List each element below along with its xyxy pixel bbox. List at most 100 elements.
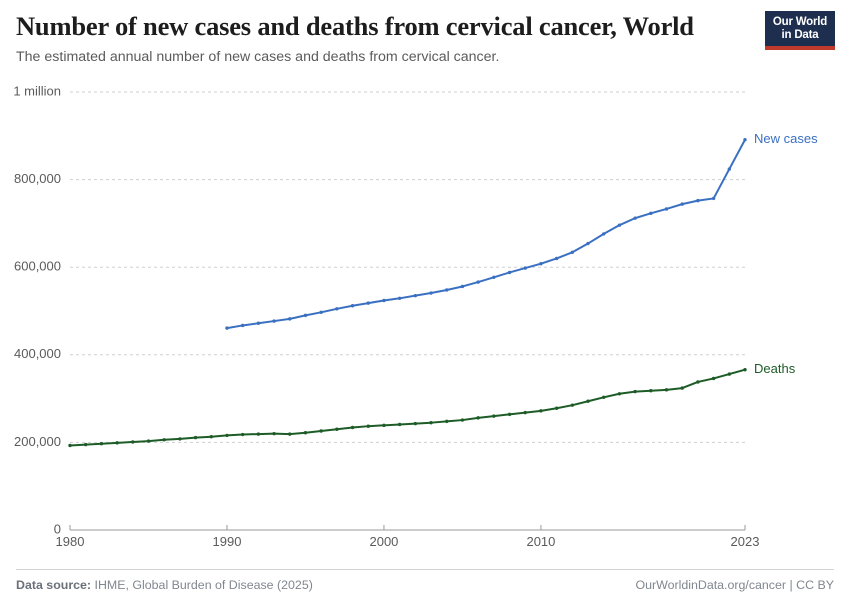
y-axis-tick-label: 600,000 [14,259,61,274]
data-point[interactable] [256,432,261,436]
data-point[interactable] [225,326,229,330]
data-point[interactable] [680,386,684,390]
data-point[interactable] [240,323,245,328]
data-point[interactable] [460,284,465,289]
x-axis-tick-label: 2000 [369,534,398,549]
data-point[interactable] [68,443,72,448]
data-point[interactable] [586,399,590,403]
data-point[interactable] [476,416,480,420]
data-point[interactable] [539,409,543,413]
page-title: Number of new cases and deaths from cerv… [16,11,694,41]
data-point[interactable] [429,420,433,425]
data-point[interactable] [162,438,166,442]
data-point[interactable] [366,424,370,428]
data-point[interactable] [193,435,198,440]
data-point[interactable] [178,437,182,441]
data-point[interactable] [272,431,276,436]
data-point[interactable] [617,392,622,396]
data-point[interactable] [649,211,653,216]
data-point[interactable] [680,202,684,206]
data-point[interactable] [272,319,276,323]
data-point[interactable] [413,421,418,426]
data-point[interactable] [602,232,606,236]
data-point[interactable] [335,307,339,311]
data-point[interactable] [523,410,527,415]
data-point[interactable] [570,250,575,255]
data-point[interactable] [476,280,480,284]
data-point[interactable] [429,291,433,295]
data-point[interactable] [664,207,669,211]
data-point[interactable] [288,432,292,436]
data-point[interactable] [633,389,637,394]
data-point[interactable] [507,412,512,417]
series-line-new-cases[interactable] [225,138,746,330]
logo-line-2: in Data [781,29,819,41]
data-point[interactable] [492,414,496,418]
data-point[interactable] [445,288,449,292]
data-point[interactable] [240,432,245,437]
data-point[interactable] [696,380,700,384]
data-point[interactable] [350,304,355,308]
data-point[interactable] [507,270,512,275]
data-point[interactable] [727,167,731,171]
data-point[interactable] [366,301,370,305]
data-point[interactable] [319,310,323,315]
owid-logo[interactable]: Our World in Data [765,11,835,50]
logo-line-1: Our World [772,16,828,28]
data-point[interactable] [617,223,622,227]
data-point[interactable] [523,266,527,270]
series-line-deaths[interactable] [69,368,746,447]
data-point[interactable] [303,431,308,435]
data-point[interactable] [696,198,700,203]
data-point[interactable] [664,388,669,392]
data-point[interactable] [711,196,716,201]
data-point[interactable] [743,367,747,372]
data-point[interactable] [586,241,590,246]
data-point[interactable] [288,317,292,321]
data-source-text: IHME, Global Burden of Disease (2025) [94,578,313,592]
data-point[interactable] [225,433,229,438]
data-point[interactable] [711,376,716,381]
data-point[interactable] [649,389,653,393]
data-point[interactable] [397,422,402,427]
footer-attribution[interactable]: OurWorldinData.org/cancer | CC BY [635,578,834,592]
data-point[interactable] [554,256,559,261]
data-point[interactable] [743,138,747,142]
y-axis-tick-labels: 0 200,000 400,000 600,000 800,000 1 million [13,83,61,536]
data-point[interactable] [335,427,339,431]
y-axis-tick-label: 0 [54,521,61,536]
data-point[interactable] [131,440,135,444]
chart-header: Number of new cases and deaths from cerv… [16,10,756,66]
data-point[interactable] [445,419,449,424]
chart-subtitle: The estimated annual number of new cases… [16,49,500,65]
data-point[interactable] [303,313,308,318]
data-point[interactable] [492,275,496,279]
data-point[interactable] [539,262,543,266]
data-point[interactable] [554,406,559,410]
data-point[interactable] [84,442,88,447]
data-point[interactable] [460,418,465,422]
data-point[interactable] [146,439,151,443]
data-point[interactable] [382,298,386,303]
data-point[interactable] [256,321,261,325]
x-axis-tick-label: 1980 [56,534,85,549]
data-point[interactable] [602,395,606,399]
y-axis-tick-label: 400,000 [14,346,61,361]
data-point[interactable] [382,423,386,428]
data-source: Data source: IHME, Global Burden of Dise… [16,578,313,592]
data-point[interactable] [319,429,323,433]
data-point[interactable] [570,403,575,407]
data-point[interactable] [727,372,731,376]
series-label-deaths[interactable]: Deaths [754,361,796,376]
data-point[interactable] [115,441,119,445]
data-point[interactable] [397,296,402,300]
data-point[interactable] [209,435,213,439]
series-label-new-cases[interactable]: New cases [754,131,818,146]
data-point[interactable] [633,216,637,220]
data-point[interactable] [413,293,418,298]
data-point[interactable] [350,425,355,430]
x-axis-tick-label: 2023 [731,534,760,549]
data-point[interactable] [99,442,104,446]
